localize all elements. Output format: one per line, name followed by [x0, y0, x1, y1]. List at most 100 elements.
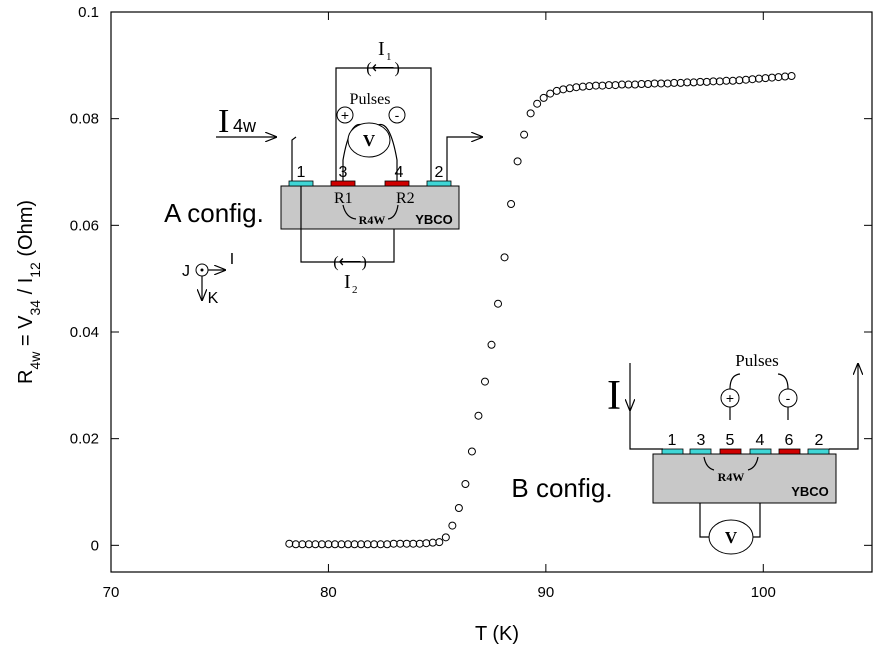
data-point: [337, 540, 346, 549]
resistor-label: R4W: [718, 470, 745, 484]
data-point: [533, 99, 542, 108]
data-point: [461, 480, 470, 488]
data-point: [781, 72, 790, 81]
data-point: [715, 77, 724, 86]
data-point: [611, 81, 620, 90]
current-label: 4w: [233, 116, 257, 136]
plot-frame: [110, 11, 873, 573]
data-point: [637, 80, 646, 88]
contact: [661, 448, 684, 455]
y-tick-label: 0.08: [70, 111, 99, 128]
contact: [330, 180, 356, 187]
data-point: [357, 540, 366, 549]
config-label: B config.: [511, 473, 612, 503]
x-tick-label: 70: [103, 584, 120, 601]
data-point: [500, 253, 509, 262]
data-point: [285, 539, 294, 548]
y-axis-label-part: (Ohm): [15, 200, 37, 262]
data-point: [350, 540, 359, 549]
data-point: [376, 540, 385, 549]
data-point: [663, 79, 672, 88]
y-tick-label: 0: [91, 537, 99, 554]
data-point: [696, 77, 705, 86]
data-point: [709, 77, 718, 86]
data-point: [741, 75, 750, 84]
wire: [335, 67, 432, 181]
resistor-label: R2: [396, 190, 415, 207]
wire: [377, 123, 398, 181]
data-point: [474, 411, 483, 420]
data-point: [526, 109, 535, 118]
data-point: [487, 340, 496, 349]
wire: [300, 186, 395, 263]
data-point: [631, 80, 640, 89]
data-point: [767, 73, 776, 82]
material-label: YBCO: [415, 212, 453, 227]
data-point: [298, 540, 307, 549]
substrate: [280, 185, 460, 230]
data-point: [578, 82, 587, 91]
data-point: [617, 80, 626, 89]
voltmeter: [347, 122, 391, 158]
pulse-terminal: [336, 106, 354, 124]
data-point: [591, 81, 600, 90]
x-tick-label: 90: [538, 584, 555, 601]
data-point: [291, 540, 300, 549]
data-point: [683, 78, 692, 87]
data-point: [787, 72, 796, 80]
data-point: [722, 76, 731, 85]
contact-label: 3: [697, 432, 706, 449]
data-point: [396, 539, 405, 548]
wire: [703, 456, 759, 471]
pulses-label: Pulses: [735, 351, 778, 370]
data-point: [428, 538, 437, 547]
contact-label: 4: [395, 164, 404, 181]
data-point: [585, 82, 594, 91]
terminal-label: +: [726, 390, 734, 406]
contact-label: 2: [815, 432, 824, 449]
wire: [291, 136, 297, 181]
voltmeter-label: V: [725, 528, 738, 547]
data-point: [409, 539, 418, 548]
data-point: [624, 80, 633, 89]
current-arrow: [829, 364, 858, 450]
wire: [729, 373, 789, 390]
current-arrow: [446, 137, 482, 181]
contact: [426, 180, 452, 187]
y-axis-label-part: 4w: [27, 351, 43, 370]
y-tick-label: 0.02: [70, 431, 99, 448]
material-label: YBCO: [791, 484, 829, 499]
data-point: [415, 539, 424, 548]
resistor-label: R1: [334, 190, 353, 207]
data-point: [604, 81, 613, 90]
x-tick-label: 80: [320, 584, 337, 601]
contact-label: 4: [756, 432, 765, 449]
wire: [342, 204, 399, 220]
data-point: [402, 539, 411, 548]
pulses-label: Pulses: [350, 91, 391, 108]
bracket: (⟵): [333, 254, 367, 271]
data-point: [494, 299, 503, 308]
data-point: [389, 539, 398, 548]
contact: [689, 448, 712, 455]
data-point: [657, 79, 666, 88]
terminal-label: -: [395, 107, 400, 123]
contact-label: 6: [785, 432, 794, 449]
data-point: [304, 540, 313, 549]
axis-label: J: [182, 263, 190, 280]
data-point: [539, 93, 548, 102]
data-point: [761, 74, 770, 83]
data-point: [507, 200, 516, 208]
data-point: [467, 447, 476, 456]
contact-label: 1: [668, 432, 677, 449]
data-point: [774, 73, 783, 82]
bracket: (⟵): [366, 60, 400, 77]
contact: [807, 448, 830, 455]
y-tick-label: 0.04: [70, 324, 99, 341]
data-point: [735, 76, 744, 85]
terminal-label: +: [341, 107, 349, 123]
contact: [749, 448, 772, 455]
y-axis-label-part: 34: [27, 300, 43, 316]
pulse-terminal: [388, 106, 406, 124]
